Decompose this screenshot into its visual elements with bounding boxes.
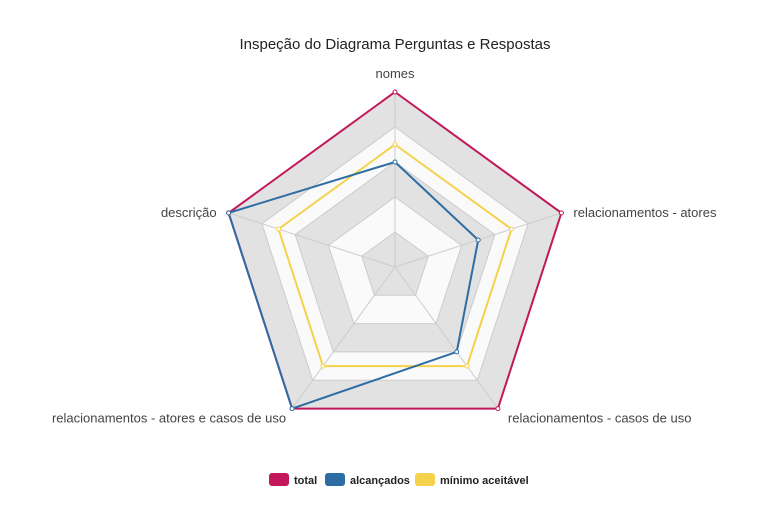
- legend: total alcançados mínimo aceitável: [269, 473, 529, 487]
- series-point[interactable]: [464, 363, 470, 369]
- legend-item[interactable]: alcançados: [325, 473, 410, 487]
- legend-item[interactable]: total: [269, 473, 317, 487]
- axis-label: relacionamentos - casos de uso: [508, 411, 692, 426]
- legend-label: alcançados: [350, 475, 410, 487]
- legend-label: mínimo aceitável: [440, 475, 529, 487]
- series-point[interactable]: [320, 363, 326, 369]
- series-2: [226, 159, 481, 412]
- grid-ring: [294, 161, 496, 353]
- legend-item[interactable]: mínimo aceitável: [415, 473, 529, 487]
- series-point[interactable]: [558, 210, 564, 216]
- grid-ring: [261, 126, 529, 381]
- series-point[interactable]: [509, 226, 514, 232]
- legend-label: total: [294, 475, 317, 487]
- axis-label: relacionamentos - atores: [573, 205, 717, 220]
- axis-labels: nomes relacionamentos - atores relacioname…: [52, 66, 717, 426]
- axis-spoke: [394, 266, 499, 409]
- legend-swatch: [415, 473, 435, 486]
- series-point[interactable]: [392, 142, 398, 147]
- grid-ring: [361, 231, 429, 296]
- legend-swatch: [269, 473, 289, 486]
- axis-spoke: [291, 266, 396, 409]
- series-line: [277, 143, 513, 368]
- axis-label: nomes: [375, 66, 415, 81]
- series-point[interactable]: [495, 406, 501, 412]
- radar-grid: [228, 91, 562, 410]
- axis-label: relacionamentos - atores e casos de uso: [52, 411, 286, 426]
- radar-series: [226, 89, 564, 412]
- series-3: [276, 142, 514, 369]
- series-point[interactable]: [226, 210, 232, 216]
- series-point[interactable]: [392, 89, 398, 95]
- axis-spoke: [228, 212, 396, 268]
- chart-title: Inspeção do Diagrama Perguntas e Respost…: [239, 36, 550, 53]
- axis-label: descrição: [161, 205, 217, 220]
- series-point[interactable]: [276, 226, 281, 232]
- series-point[interactable]: [475, 237, 481, 243]
- series-line: [227, 90, 563, 410]
- grid-ring: [327, 196, 463, 325]
- legend-swatch: [325, 473, 345, 486]
- series-point[interactable]: [392, 159, 398, 165]
- series-point[interactable]: [454, 349, 460, 355]
- series-point[interactable]: [289, 406, 295, 412]
- series-line: [227, 160, 480, 410]
